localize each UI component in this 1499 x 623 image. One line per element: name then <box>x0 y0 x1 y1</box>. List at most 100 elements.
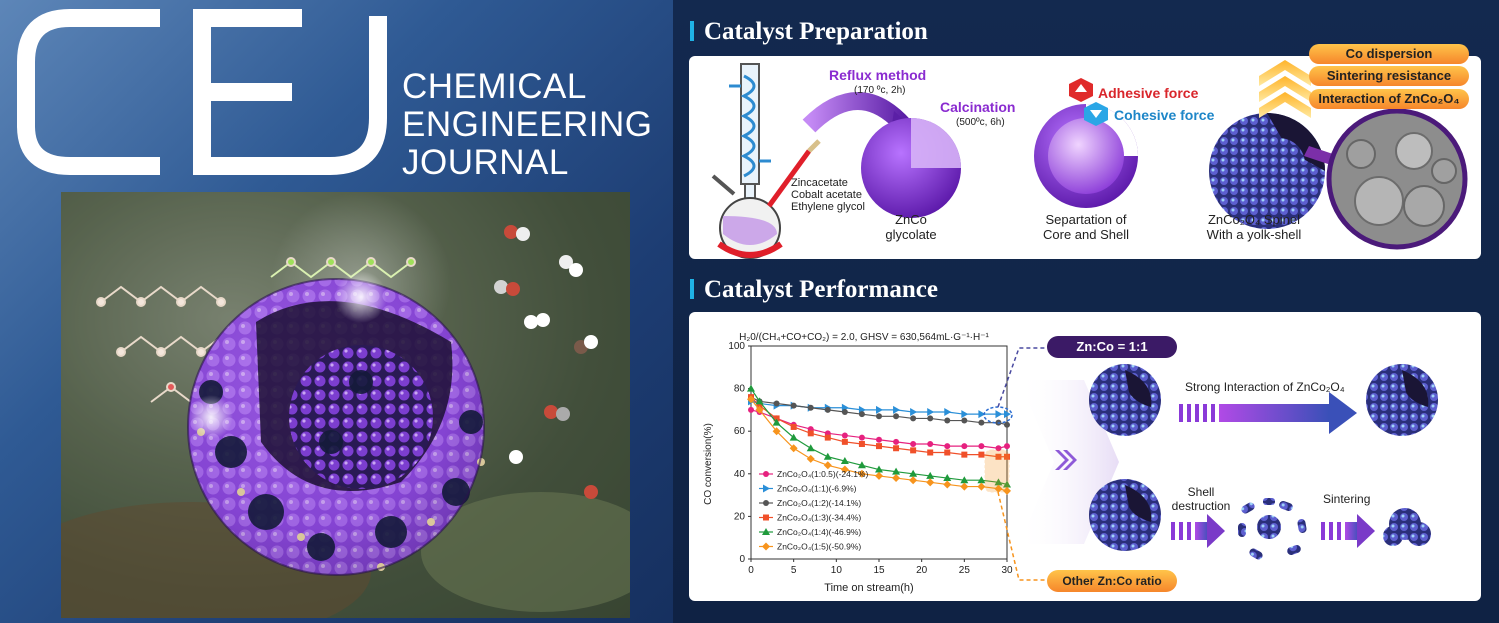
caption-line: With a yolk-shell <box>1206 227 1302 242</box>
cohesive-force-label: Cohesive force <box>1114 107 1215 123</box>
data-point <box>977 482 986 491</box>
data-point <box>977 476 986 484</box>
separation-caption: Separtation of Core and Shell <box>1026 212 1146 242</box>
graphical-abstract: Catalyst Preparation <box>673 0 1499 623</box>
journal-name-line: ENGINEERING <box>402 105 653 144</box>
x-tick-label: 10 <box>831 565 843 576</box>
data-point <box>807 404 814 411</box>
y-tick-label: 40 <box>734 469 746 480</box>
spinel-caption: ZnCo₂O₄ Spinel With a yolk-shell <box>1194 212 1314 242</box>
data-point <box>806 444 815 452</box>
journal-name-line: JOURNAL <box>402 143 569 182</box>
destructed-sphere-icon <box>1089 479 1161 551</box>
prep-graphics <box>711 60 1468 259</box>
data-point <box>1004 421 1010 428</box>
data-point <box>994 478 1003 486</box>
section-bar-icon <box>690 279 694 299</box>
calcination-label: Calcination <box>940 99 1016 115</box>
reagent-item: Cobalt acetate <box>791 189 862 201</box>
legend-label: ZnCo₂O₄(1:4)(-46.9%) <box>777 527 861 537</box>
caption-line: Core and Shell <box>1043 227 1129 242</box>
sintered-particle-icon <box>1383 508 1431 546</box>
stable-sphere-after-icon <box>1366 364 1438 436</box>
data-point <box>927 440 934 447</box>
data-point <box>926 471 935 479</box>
x-tick-label: 5 <box>791 565 797 576</box>
adhesive-force-label: Adhesive force <box>1098 85 1199 101</box>
data-point <box>978 410 986 419</box>
caption-line: Separtation of <box>1045 212 1127 227</box>
data-point <box>823 452 832 460</box>
prep-panel: Reflux method (170 ºc, 2h) Calcination (… <box>689 44 1481 259</box>
data-point <box>943 480 952 489</box>
data-point <box>893 405 901 414</box>
data-point <box>806 454 815 463</box>
data-point <box>762 542 770 551</box>
data-point <box>772 427 781 436</box>
x-tick-label: 15 <box>873 565 885 576</box>
glycolate-caption: ZnCo glycolate <box>871 212 951 242</box>
benefit-pill: Interaction of ZnCo₂O₄ <box>1309 89 1469 109</box>
data-point <box>943 474 952 482</box>
data-point <box>978 451 985 458</box>
sem-image-icon <box>1326 108 1468 250</box>
data-point <box>763 500 769 506</box>
y-tick-label: 0 <box>739 554 745 565</box>
caption-line: glycolate <box>885 227 937 242</box>
data-point <box>807 430 814 437</box>
data-point <box>927 449 934 456</box>
data-point <box>858 411 865 418</box>
zn-co-11-badge: Zn:Co = 1:1 <box>1047 336 1177 358</box>
data-point <box>910 408 918 417</box>
data-point <box>756 402 763 409</box>
caption-line: ZnCo <box>895 212 927 227</box>
other-ratio-badge: Other Zn:Co ratio <box>1047 570 1177 592</box>
data-point <box>858 440 865 447</box>
data-point <box>910 440 917 447</box>
data-point <box>893 413 900 420</box>
data-point <box>893 438 900 445</box>
perf-panel: H₂0/(CH₄+CO+CO₂) = 2.0, GHSV = 630,564mL… <box>689 312 1481 601</box>
data-point <box>763 484 770 493</box>
reflux-apparatus-icon <box>711 63 821 259</box>
legend-label: ZnCo₂O₄(1:5)(-50.9%) <box>777 542 861 552</box>
reagent-item: Zincacetate <box>791 177 848 189</box>
benefit-pill: Co dispersion <box>1309 44 1469 64</box>
label-line: destruction <box>1171 499 1231 513</box>
data-point <box>755 405 764 414</box>
data-point <box>876 443 882 450</box>
data-point <box>944 449 951 456</box>
data-point <box>773 400 780 407</box>
x-tick-label: 30 <box>1001 565 1013 576</box>
prep-section-title: Catalyst Preparation <box>690 18 928 46</box>
data-point <box>978 419 985 426</box>
data-point <box>910 447 917 454</box>
y-tick-label: 20 <box>734 511 746 522</box>
data-point <box>875 471 883 480</box>
x-tick-label: 25 <box>959 565 971 576</box>
data-point <box>789 444 798 453</box>
double-chevron-icon <box>1055 450 1077 470</box>
data-point <box>773 415 780 422</box>
data-point <box>747 384 755 392</box>
data-point <box>876 413 882 420</box>
cover-image <box>61 192 630 618</box>
data-point <box>857 469 866 478</box>
sintering-label: Sintering <box>1323 492 1371 506</box>
legend-label: ZnCo₂O₄(1:3)(-34.4%) <box>777 513 861 523</box>
benefit-pill: Sintering resistance <box>1309 66 1469 86</box>
data-point <box>841 432 848 439</box>
chart-xlabel: Time on stream(h) <box>824 582 913 594</box>
y-tick-label: 60 <box>734 426 746 437</box>
improvement-chevrons-icon <box>1259 60 1311 118</box>
data-point <box>893 445 900 452</box>
caption-line: ZnCo₂O₄ Spinel <box>1207 212 1300 227</box>
data-point <box>790 423 797 430</box>
data-point <box>840 465 849 474</box>
calcination-conditions: (500ºc, 6h) <box>956 117 1005 128</box>
data-point <box>824 434 831 441</box>
data-point <box>995 445 1002 452</box>
data-point <box>824 406 831 413</box>
data-point <box>944 443 951 450</box>
y-tick-label: 100 <box>728 341 745 352</box>
